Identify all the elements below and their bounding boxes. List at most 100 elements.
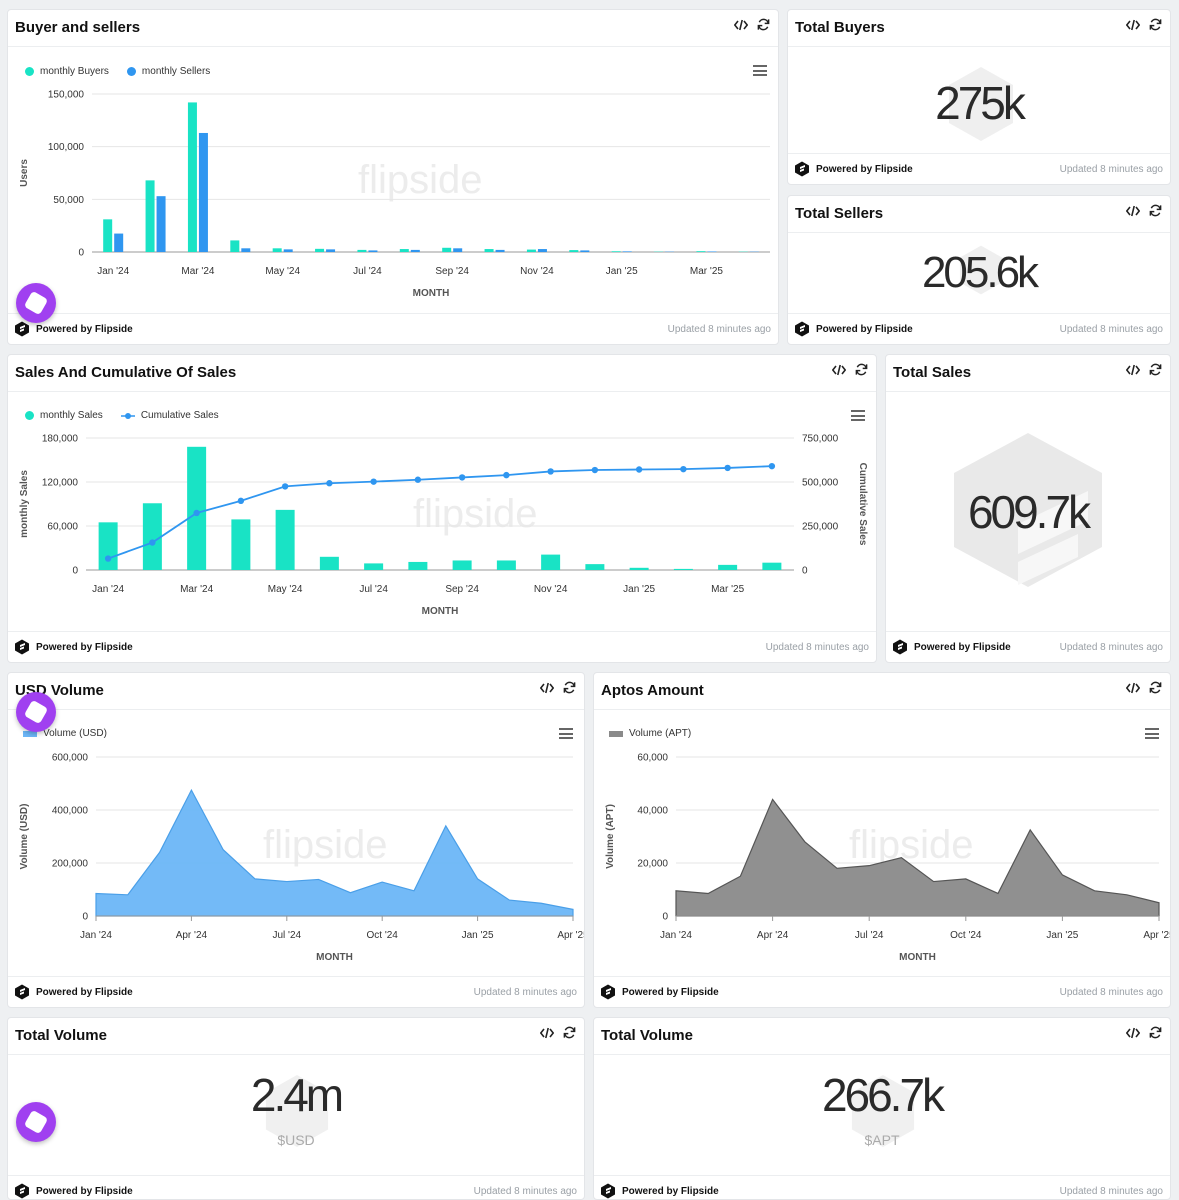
floating-assistant-button[interactable] bbox=[16, 1102, 56, 1142]
header-icons bbox=[1126, 18, 1162, 31]
bar-monthly-sales bbox=[718, 564, 738, 570]
code-icon[interactable] bbox=[540, 682, 554, 694]
refresh-icon[interactable] bbox=[563, 1026, 576, 1039]
code-icon[interactable] bbox=[734, 19, 748, 31]
refresh-icon[interactable] bbox=[1149, 18, 1162, 31]
updated-label: Updated 8 minutes ago bbox=[473, 987, 577, 998]
bar-buyers bbox=[357, 249, 367, 252]
flipside-logo-icon bbox=[15, 639, 29, 655]
bar-sellers bbox=[198, 132, 208, 252]
powered-by[interactable]: Powered by Flipside bbox=[600, 984, 719, 1000]
card-footer: Powered by Flipside Updated 8 minutes ag… bbox=[788, 313, 1170, 344]
bar-sellers bbox=[580, 250, 590, 252]
code-icon[interactable] bbox=[1126, 19, 1140, 31]
flipside-logo-icon bbox=[893, 639, 907, 655]
card-total-buyers: Total Buyers 275k Powered by Flipside Up… bbox=[787, 9, 1171, 185]
watermark-text: flipside bbox=[358, 158, 483, 202]
refresh-icon[interactable] bbox=[1149, 204, 1162, 217]
x-tick-label: Jul '24 bbox=[353, 266, 382, 277]
y-tick-label: 0 bbox=[82, 912, 88, 923]
card-header: Aptos Amount bbox=[594, 673, 1170, 710]
y-tick-label: 60,000 bbox=[47, 522, 78, 533]
chart-menu-icon[interactable] bbox=[559, 728, 573, 739]
chart-menu-icon[interactable] bbox=[851, 410, 865, 421]
header-icons bbox=[540, 1026, 576, 1039]
y-tick-label: 60,000 bbox=[637, 753, 668, 764]
axis-title: Cumulative Sales bbox=[857, 463, 868, 546]
bar-monthly-sales bbox=[452, 560, 472, 570]
legend-item-cumulative-sales[interactable]: Cumulative Sales bbox=[120, 410, 219, 421]
powered-by[interactable]: Powered by Flipside bbox=[14, 984, 133, 1000]
code-icon[interactable] bbox=[540, 1027, 554, 1039]
cumulative-sales-point bbox=[149, 539, 156, 546]
legend-item-buyers[interactable]: monthly Buyers bbox=[25, 66, 109, 77]
powered-by[interactable]: Powered by Flipside bbox=[794, 161, 913, 177]
refresh-icon[interactable] bbox=[1149, 363, 1162, 376]
x-tick-label: Jan '25 bbox=[462, 930, 494, 941]
cumulative-sales-point bbox=[635, 466, 643, 473]
powered-label: Powered by Flipside bbox=[816, 323, 913, 335]
refresh-icon[interactable] bbox=[563, 681, 576, 694]
bar-buyers bbox=[399, 249, 409, 252]
cumulative-sales-point bbox=[503, 471, 510, 479]
refresh-icon[interactable] bbox=[757, 18, 770, 31]
powered-by[interactable]: Powered by Flipside bbox=[14, 321, 133, 337]
code-icon[interactable] bbox=[1126, 682, 1140, 694]
floating-assistant-button[interactable] bbox=[16, 283, 56, 323]
powered-by[interactable]: Powered by Flipside bbox=[794, 321, 913, 337]
code-icon[interactable] bbox=[1126, 1027, 1140, 1039]
legend-label: monthly Sellers bbox=[141, 66, 211, 77]
watermark-logo-icon bbox=[954, 433, 1102, 587]
cumulative-sales-point bbox=[458, 474, 466, 481]
kpi-value: 609.7k bbox=[967, 486, 1091, 538]
x-tick-label: May '24 bbox=[268, 584, 303, 595]
card-footer: Powered by Flipside Updated 8 minutes ag… bbox=[594, 1175, 1170, 1199]
kpi-value: 266.7k bbox=[821, 1069, 945, 1121]
code-icon[interactable] bbox=[1126, 364, 1140, 376]
powered-by[interactable]: Powered by Flipside bbox=[14, 639, 133, 655]
card-total-sellers: Total Sellers 205.6k Powered by Flipside… bbox=[787, 195, 1171, 345]
bar-sellers bbox=[326, 249, 336, 252]
chart-menu-icon[interactable] bbox=[1145, 728, 1159, 739]
powered-by[interactable]: Powered by Flipside bbox=[892, 639, 1011, 655]
bar-sellers bbox=[622, 251, 632, 252]
floating-assistant-button[interactable] bbox=[16, 692, 56, 732]
card-footer: Powered by Flipside Updated 8 minutes ag… bbox=[788, 153, 1170, 184]
legend-item-volume-apt[interactable]: Volume (APT) bbox=[609, 728, 691, 739]
chart-menu-icon[interactable] bbox=[753, 65, 767, 76]
flipside-logo-icon bbox=[795, 161, 809, 177]
legend-item-monthly-sales[interactable]: monthly Sales bbox=[25, 410, 103, 421]
legend-item-volume-usd[interactable]: Volume (USD) bbox=[23, 728, 107, 739]
bar-monthly-sales bbox=[408, 561, 428, 570]
bar-buyers bbox=[272, 248, 282, 252]
card-title: Total Sales bbox=[893, 364, 972, 381]
legend-item-sellers[interactable]: monthly Sellers bbox=[126, 66, 211, 77]
card-title: Sales And Cumulative Of Sales bbox=[15, 364, 237, 381]
y-tick-label: 750,000 bbox=[802, 434, 839, 445]
card-buyers-sellers: Buyer and sellers monthly Buyers monthly… bbox=[7, 9, 779, 345]
refresh-icon[interactable] bbox=[855, 363, 868, 376]
x-tick-label: Nov '24 bbox=[534, 584, 568, 595]
powered-label: Powered by Flipside bbox=[36, 1185, 133, 1197]
card-header: Sales And Cumulative Of Sales bbox=[8, 355, 876, 392]
bar-monthly-sales bbox=[319, 556, 339, 570]
powered-by[interactable]: Powered by Flipside bbox=[600, 1183, 719, 1199]
refresh-icon[interactable] bbox=[1149, 681, 1162, 694]
powered-label: Powered by Flipside bbox=[36, 641, 133, 653]
legend-label: Volume (APT) bbox=[629, 728, 692, 739]
powered-label: Powered by Flipside bbox=[36, 323, 133, 335]
x-tick-label: Apr '24 bbox=[176, 930, 208, 941]
cumulative-sales-point bbox=[281, 483, 289, 490]
bar-monthly-sales bbox=[275, 509, 295, 570]
code-icon[interactable] bbox=[1126, 205, 1140, 217]
bar-monthly-sales bbox=[364, 563, 384, 570]
updated-label: Updated 8 minutes ago bbox=[765, 642, 869, 653]
flipside-logo-icon bbox=[601, 1183, 615, 1199]
x-tick-label: Mar '24 bbox=[181, 266, 214, 277]
code-icon[interactable] bbox=[832, 364, 846, 376]
axis-title: MONTH bbox=[422, 606, 459, 617]
area-series bbox=[95, 788, 574, 917]
refresh-icon[interactable] bbox=[1149, 1026, 1162, 1039]
y-tick-label: 50,000 bbox=[53, 195, 84, 206]
powered-by[interactable]: Powered by Flipside bbox=[14, 1183, 133, 1199]
